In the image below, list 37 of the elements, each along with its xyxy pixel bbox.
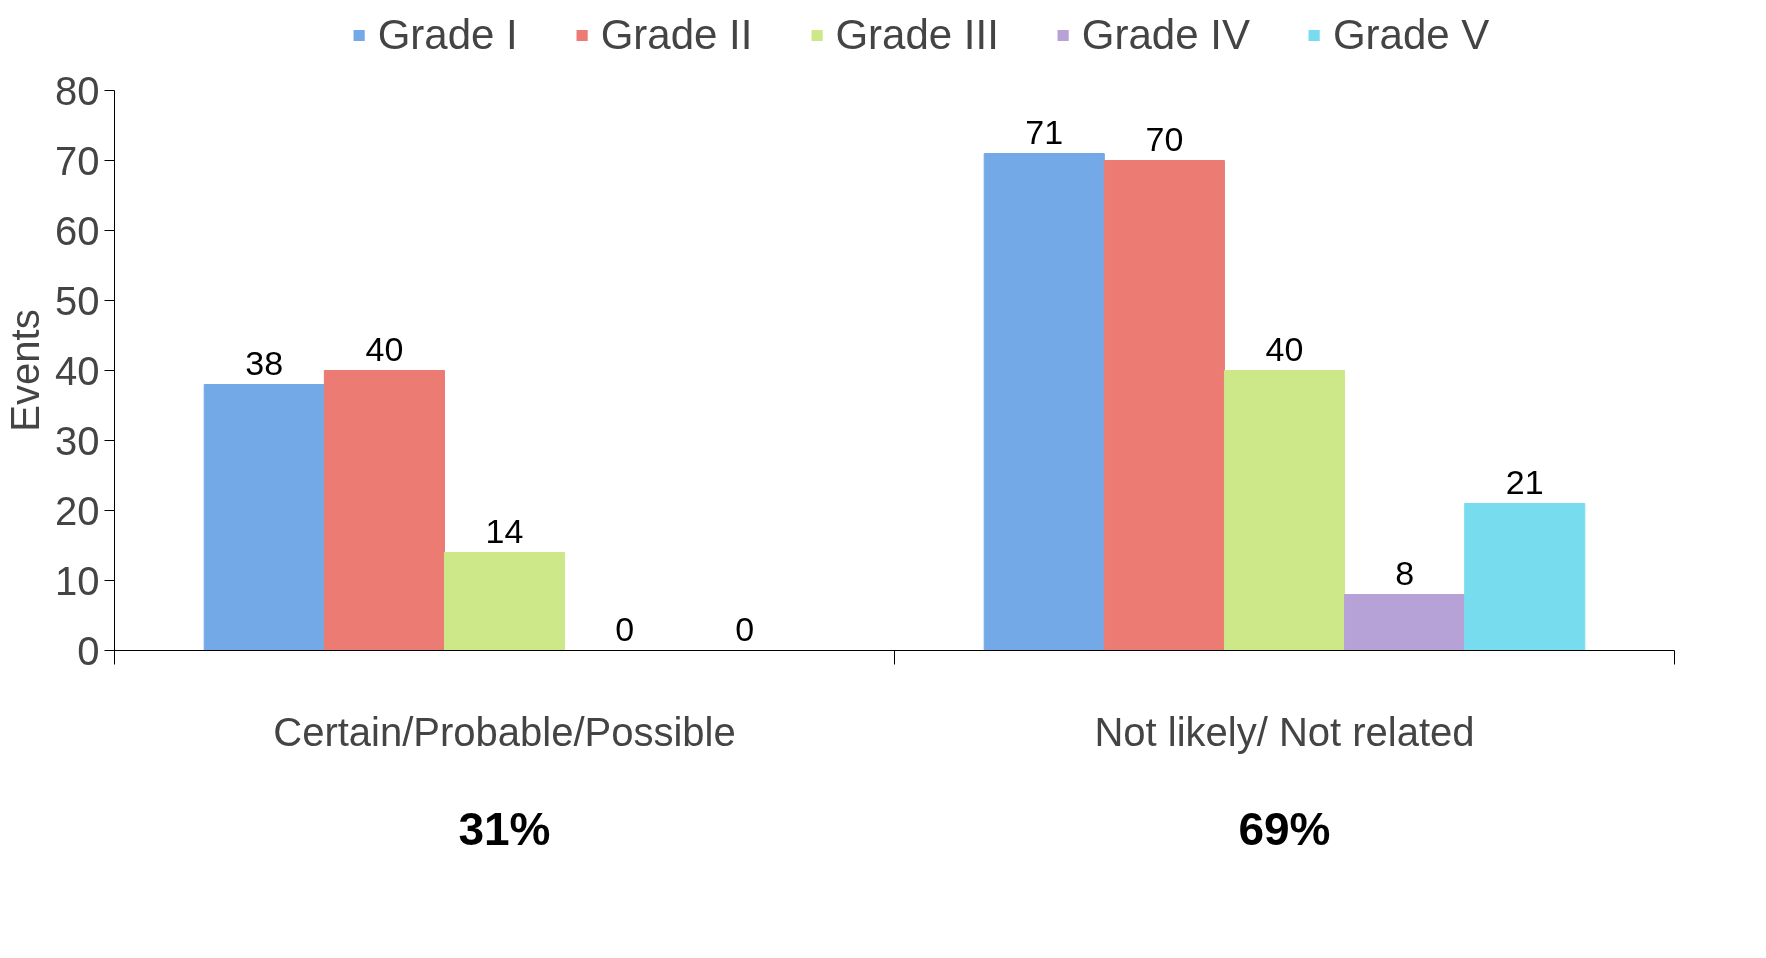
text: 31% [458,802,551,855]
y-tick-label: 20 [55,488,100,533]
y-tick-label: 10 [55,558,100,603]
legend-label: Grade III [835,11,999,59]
data-label: 40 [365,329,404,368]
legend-label: Grade IV [1081,11,1250,59]
x-tick-label: Not likely/ Not related [1094,709,1475,754]
legend-label: Grade II [600,11,753,59]
y-tick-label: 60 [55,208,100,253]
x-tick-label: Certain/Probable/Possible [273,709,736,754]
data-label: 38 [245,343,284,382]
bar [203,384,325,651]
data-label: 71 [1025,112,1064,151]
text: 69% [1238,802,1331,855]
data-label: 8 [1395,553,1415,592]
y-tick-label: 70 [55,138,100,183]
data-label: 21 [1505,462,1544,501]
y-tick-label: 50 [55,278,100,323]
y-axis-title: Events [3,309,48,432]
y-tick-label: 80 [55,68,100,113]
bar [1464,503,1586,651]
y-tick-label: 0 [77,628,100,673]
legend-label: Grade I [377,11,518,59]
data-label: 0 [735,609,755,648]
y-tick-label: 40 [55,348,100,393]
data-label: 40 [1265,329,1304,368]
bar [1103,160,1225,651]
bar [323,370,445,651]
bar [443,552,566,651]
data-label: 0 [615,609,635,648]
bar [1344,594,1466,651]
data-label: 14 [485,511,524,550]
y-tick-label: 30 [55,418,100,463]
legend-label: Grade V [1332,11,1490,59]
data-label: 70 [1145,119,1184,158]
bar [1223,370,1346,651]
bar [983,153,1105,651]
